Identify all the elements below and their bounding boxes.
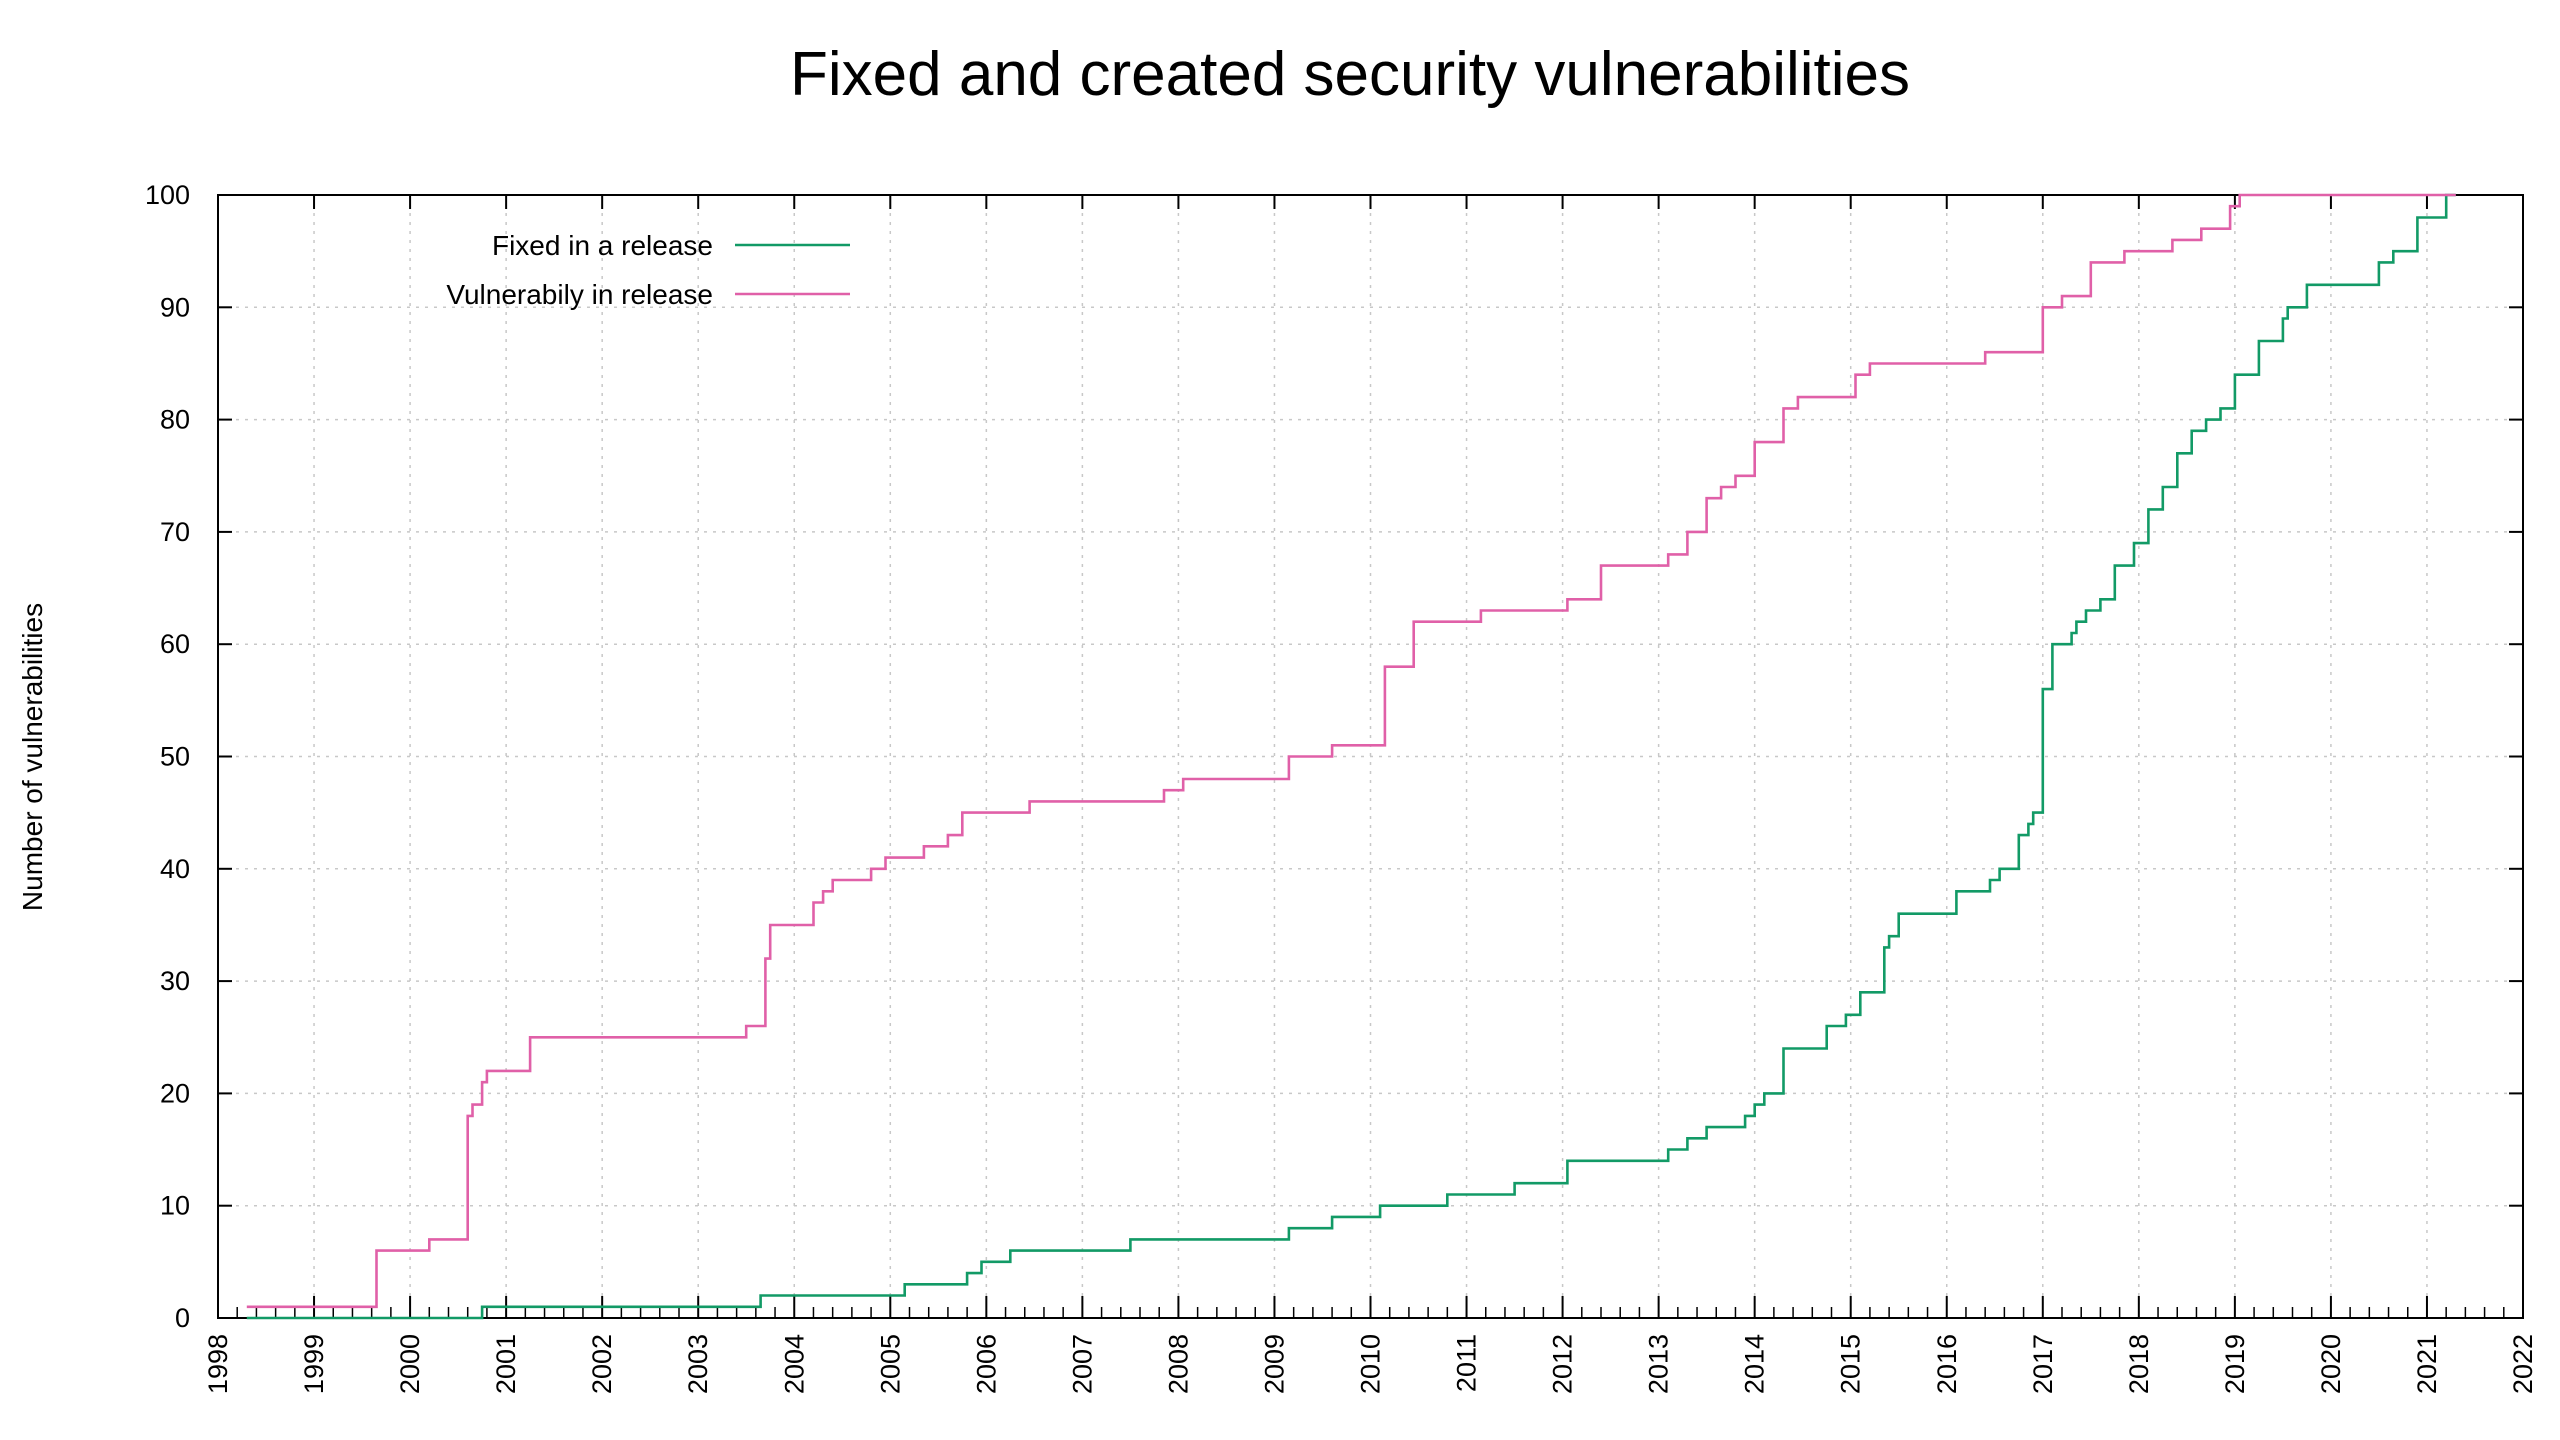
- y-tick-label: 60: [160, 629, 190, 659]
- y-tick-label: 10: [160, 1191, 190, 1221]
- x-tick-label: 2011: [1452, 1334, 1482, 1392]
- y-tick-label: 50: [160, 742, 190, 772]
- x-tick-label: 2018: [2124, 1334, 2154, 1394]
- x-tick-label: 2009: [1259, 1334, 1289, 1394]
- x-tick-label: 2001: [491, 1334, 521, 1394]
- x-tick-label: 2012: [1548, 1334, 1578, 1394]
- x-tick-label: 2002: [587, 1334, 617, 1394]
- y-tick-label: 70: [160, 517, 190, 547]
- y-tick-label: 80: [160, 405, 190, 435]
- x-tick-label: 1998: [203, 1334, 233, 1394]
- x-tick-label: 2008: [1163, 1334, 1193, 1394]
- x-tick-label: 2000: [395, 1334, 425, 1394]
- x-tick-label: 2016: [1932, 1334, 1962, 1394]
- x-tick-label: 1999: [299, 1334, 329, 1394]
- x-tick-label: 2004: [779, 1334, 809, 1394]
- chart-title: Fixed and created security vulnerabiliti…: [790, 40, 1910, 109]
- y-tick-label: 30: [160, 966, 190, 996]
- x-tick-label: 2007: [1067, 1334, 1097, 1394]
- x-tick-label: 2021: [2412, 1334, 2442, 1394]
- x-tick-label: 2013: [1644, 1334, 1674, 1394]
- y-tick-label: 20: [160, 1078, 190, 1108]
- x-tick-label: 2019: [2220, 1334, 2250, 1394]
- x-tick-label: 2014: [1740, 1334, 1770, 1394]
- series-line-0: [246, 193, 2456, 1320]
- series-lines: [246, 193, 2456, 1320]
- x-tick-label: 2006: [971, 1334, 1001, 1394]
- y-axis-label: Number of vulnerabilities: [17, 603, 48, 911]
- legend-label-0: Fixed in a release: [492, 230, 713, 261]
- y-tick-label: 100: [145, 180, 190, 210]
- x-tick-label: 2010: [1356, 1334, 1386, 1394]
- x-tick-label: 2022: [2508, 1334, 2538, 1394]
- legend: Fixed in a release Vulnerabily in release: [446, 230, 850, 310]
- plot-frame: [217, 194, 2524, 1319]
- axes: 0 10 20 30 40 50 60 70 80 90 100 1998 1999 2000 2001 20…: [145, 180, 2538, 1394]
- series-line-1: [246, 193, 2456, 1309]
- y-tick-label: 0: [175, 1303, 190, 1333]
- x-tick-label: 2003: [683, 1334, 713, 1394]
- x-tick-label: 2005: [875, 1334, 905, 1394]
- x-tick-label: 2020: [2316, 1334, 2346, 1394]
- y-tick-label: 90: [160, 292, 190, 322]
- y-tick-label: 40: [160, 854, 190, 884]
- grid: [218, 194, 2523, 1318]
- legend-label-1: Vulnerabily in release: [446, 279, 713, 310]
- x-tick-label: 2017: [2028, 1334, 2058, 1394]
- x-tick-label: 2015: [1836, 1334, 1866, 1394]
